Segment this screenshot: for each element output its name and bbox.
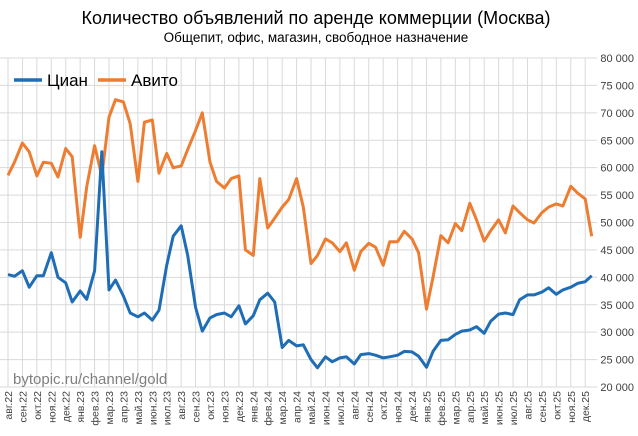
series-lines xyxy=(6,98,594,370)
x-tick-label: окт.22 xyxy=(32,391,44,420)
x-tick-label: сен.23 xyxy=(191,391,203,423)
x-axis-ticks: авг.22 сен.22 окт.22 ноя.22 дек.22 янв.23 фев.… xyxy=(3,391,592,426)
x-tick-label: июл.23 xyxy=(162,391,174,425)
x-tick-label: ноя.22 xyxy=(46,391,58,423)
x-tick-label: окт.24 xyxy=(378,391,390,420)
y-tick-label: 40 000 xyxy=(600,272,634,284)
y-tick-label: 30 000 xyxy=(600,327,634,339)
x-tick-label: мар.25 xyxy=(450,391,462,425)
y-tick-label: 25 000 xyxy=(600,355,634,367)
x-tick-label: апр.23 xyxy=(118,391,130,423)
x-tick-label: дек.22 xyxy=(61,391,73,422)
x-tick-label: июн.23 xyxy=(147,391,159,425)
x-tick-label: янв.24 xyxy=(248,391,260,423)
y-tick-label: 35 000 xyxy=(600,300,634,312)
x-tick-label: окт.23 xyxy=(205,391,217,420)
x-tick-label: авг.24 xyxy=(349,391,361,420)
x-tick-label: фев.24 xyxy=(263,391,275,426)
y-tick-label: 65 000 xyxy=(600,135,634,147)
x-tick-label: июл.24 xyxy=(335,391,347,425)
x-tick-label: янв.25 xyxy=(421,391,433,423)
y-tick-label: 55 000 xyxy=(600,190,634,202)
x-tick-label: авг.23 xyxy=(176,391,188,420)
x-tick-label: дек.23 xyxy=(234,391,246,422)
y-tick-label: 60 000 xyxy=(600,163,634,175)
x-tick-label: май.24 xyxy=(306,391,318,425)
x-tick-label: дек.24 xyxy=(407,391,419,422)
x-tick-label: авг.25 xyxy=(522,391,534,420)
legend: Циан Авито xyxy=(14,71,178,90)
x-tick-label: дек.25 xyxy=(580,391,592,422)
x-tick-label: фев.23 xyxy=(90,391,102,426)
x-tick-label: сен.24 xyxy=(364,391,376,423)
y-tick-label: 50 000 xyxy=(600,218,634,230)
x-tick-label: янв.23 xyxy=(75,391,87,423)
x-tick-label: сен.22 xyxy=(17,391,29,423)
watermark: bytopic.ru/channel/gold xyxy=(13,371,167,388)
x-tick-label: июн.24 xyxy=(320,391,332,425)
x-tick-label: фев.25 xyxy=(436,391,448,426)
legend-label-cian: Циан xyxy=(47,71,88,90)
legend-label-avito: Авито xyxy=(131,71,178,90)
x-tick-label: мар.24 xyxy=(277,391,289,425)
y-tick-label: 80 000 xyxy=(600,53,634,65)
x-tick-label: июн.25 xyxy=(494,391,506,425)
x-tick-label: ноя.25 xyxy=(566,391,578,423)
series-line-cian xyxy=(7,150,593,370)
y-axis-ticks: 20 000 25 000 30 000 35 000 40 000 45 000 50 0… xyxy=(600,53,634,394)
x-tick-label: сен.25 xyxy=(537,391,549,423)
x-tick-label: мар.23 xyxy=(104,391,116,425)
y-tick-label: 20 000 xyxy=(600,382,634,394)
x-tick-label: июл.25 xyxy=(508,391,520,425)
x-tick-label: окт.25 xyxy=(551,391,563,420)
chart-subtitle: Общепит, офис, магазин, свободное назнач… xyxy=(164,30,469,45)
x-tick-label: апр.24 xyxy=(292,391,304,423)
x-tick-label: ноя.24 xyxy=(393,391,405,423)
x-tick-label: апр.25 xyxy=(465,391,477,423)
x-tick-label: май.25 xyxy=(479,391,491,425)
x-tick-label: май.23 xyxy=(133,391,145,425)
y-tick-label: 75 000 xyxy=(600,80,634,92)
x-tick-label: авг.22 xyxy=(3,391,15,420)
chart-title: Количество объявлений по аренде коммерци… xyxy=(81,8,550,28)
series-line-avito xyxy=(6,98,594,311)
y-tick-label: 70 000 xyxy=(600,108,634,120)
x-tick-label: ноя.23 xyxy=(219,391,231,423)
y-tick-label: 45 000 xyxy=(600,245,634,257)
